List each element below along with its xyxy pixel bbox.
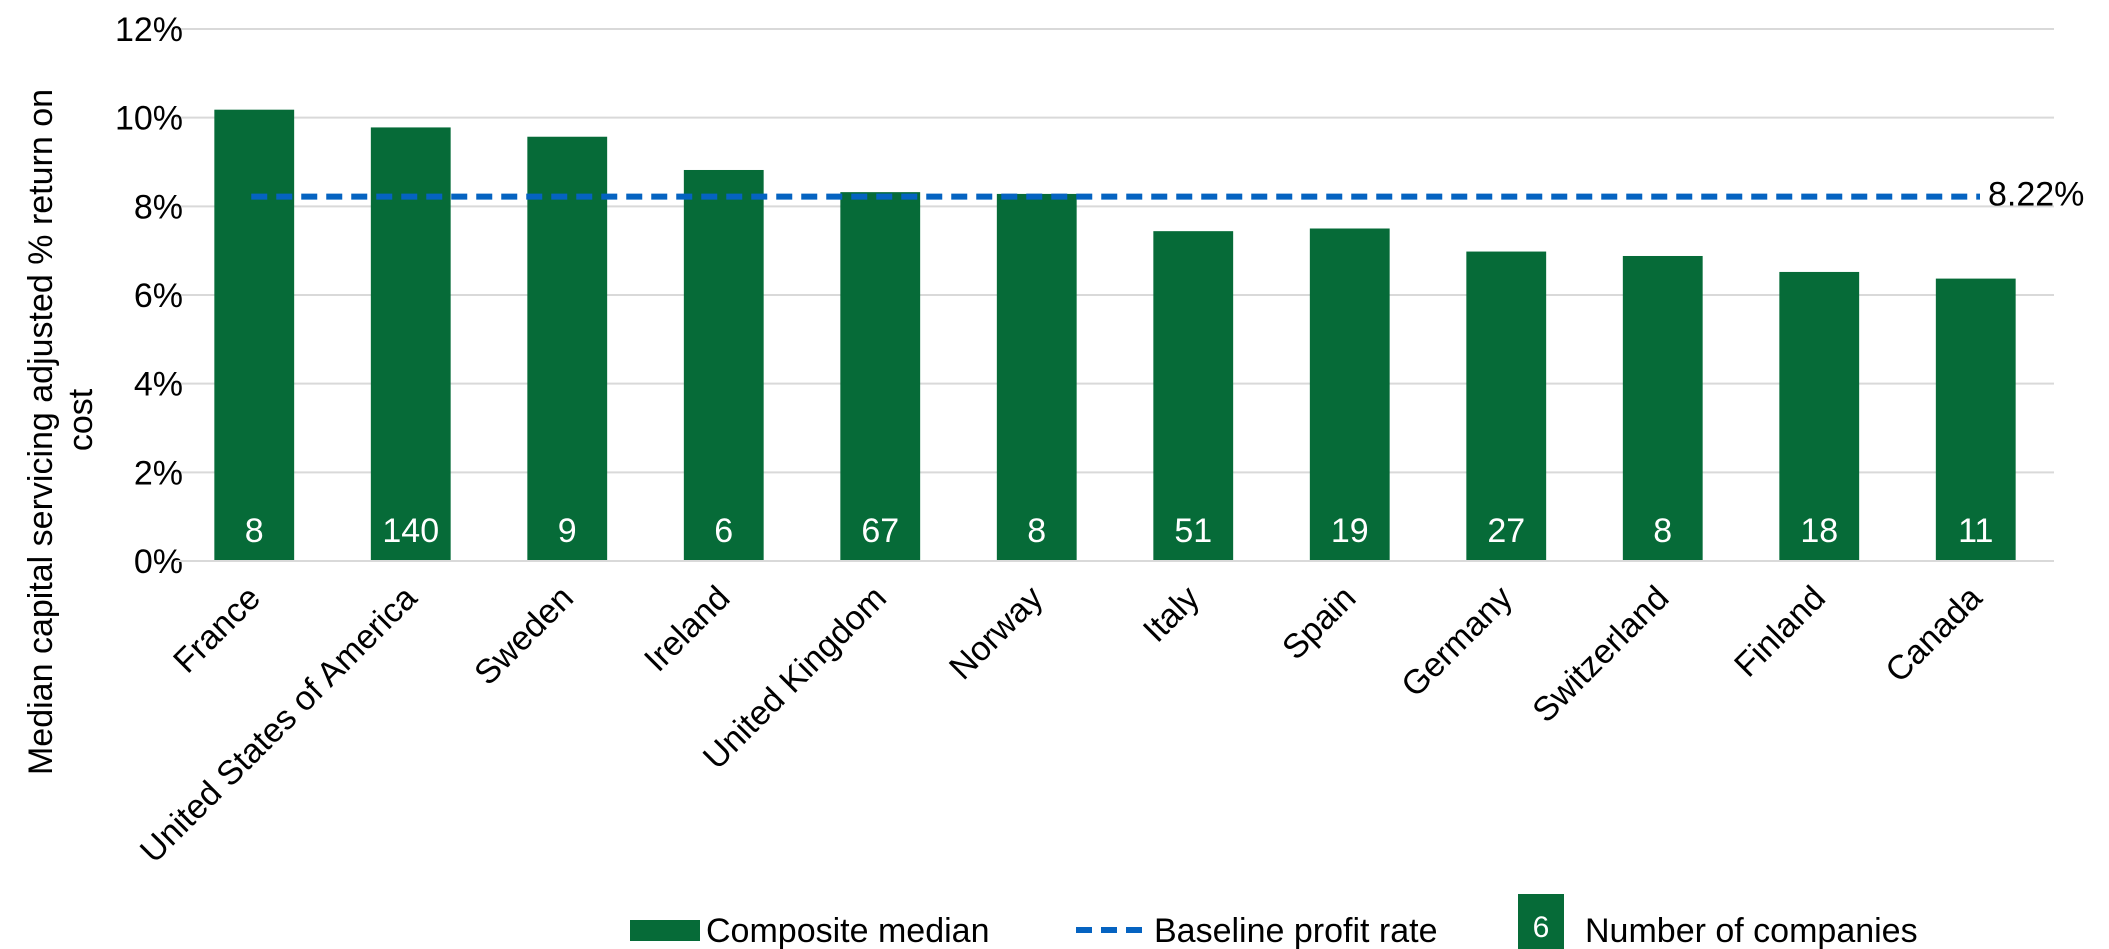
bar-count-label: 6: [714, 512, 733, 550]
y-axis: 0% 2% 4% 6% 8% 10% 12%: [115, 11, 183, 581]
bar: [1622, 255, 1703, 561]
x-tick-label: United States of America: [133, 579, 425, 871]
bar: [1466, 251, 1547, 561]
baseline-value-label: 8.22%: [1988, 176, 2084, 214]
x-tick-label: Norway: [942, 579, 1050, 687]
bar-count-label: 8: [245, 512, 264, 550]
legend-baseline-profit-rate-label: Baseline profit rate: [1154, 912, 1438, 949]
legend-count-box-sample: 6: [1533, 911, 1550, 944]
bar: [1309, 228, 1390, 561]
bar-count-label: 27: [1487, 512, 1525, 550]
bar: [1935, 278, 2016, 561]
x-tick-label: Germany: [1394, 579, 1520, 705]
count-labels: 8 140 9 6 67 8 51 19 27 8 18 11: [245, 512, 1994, 550]
bar-count-label: 51: [1174, 512, 1212, 550]
bar: [527, 136, 608, 562]
bar-series: [214, 109, 2016, 562]
x-tick-label: Spain: [1275, 579, 1363, 667]
bar: [1153, 231, 1234, 561]
x-tick-label: Canada: [1878, 579, 1989, 690]
legend-composite-median-swatch: [630, 920, 700, 941]
x-tick-label: Sweden: [467, 579, 581, 693]
y-tick-label: 10%: [115, 100, 183, 138]
bar-count-label: 9: [558, 512, 577, 550]
legend-count-box-swatch: [1518, 894, 1564, 949]
x-tick-label: Switzerland: [1525, 579, 1676, 730]
y-tick-label: 0%: [134, 543, 183, 581]
bar-count-label: 18: [1800, 512, 1838, 550]
bar-count-label: 11: [1958, 512, 1993, 550]
bar-count-label: 67: [861, 512, 899, 550]
bar-count-label: 8: [1027, 512, 1046, 550]
x-tick-label: Ireland: [637, 579, 737, 679]
y-tick-label: 8%: [134, 188, 183, 226]
y-axis-label-line-2: cost: [62, 388, 100, 451]
bar: [1779, 271, 1860, 561]
y-tick-label: 12%: [115, 11, 183, 49]
y-axis-label-line-1: Median capital servicing adjusted % retu…: [22, 89, 60, 775]
bar-count-label: 8: [1653, 512, 1672, 550]
gridlines: [176, 28, 2054, 474]
bar: [840, 192, 921, 561]
y-tick-label: 4%: [134, 366, 183, 404]
bar: [370, 127, 451, 562]
x-tick-label: France: [166, 579, 268, 681]
bar: [214, 109, 295, 561]
bar: [996, 193, 1077, 562]
x-tick-label: Finland: [1727, 579, 1833, 685]
legend: Composite median Baseline profit rate 6 …: [630, 894, 1918, 949]
x-tick-label: Italy: [1136, 579, 1207, 650]
bar-count-label: 19: [1331, 512, 1369, 550]
bar: [683, 169, 764, 562]
bar-count-label: 140: [382, 512, 439, 550]
legend-composite-median-label: Composite median: [706, 912, 989, 949]
y-tick-label: 6%: [134, 277, 183, 315]
legend-number-of-companies-label: Number of companies: [1585, 912, 1918, 949]
y-tick-label: 2%: [134, 454, 183, 492]
